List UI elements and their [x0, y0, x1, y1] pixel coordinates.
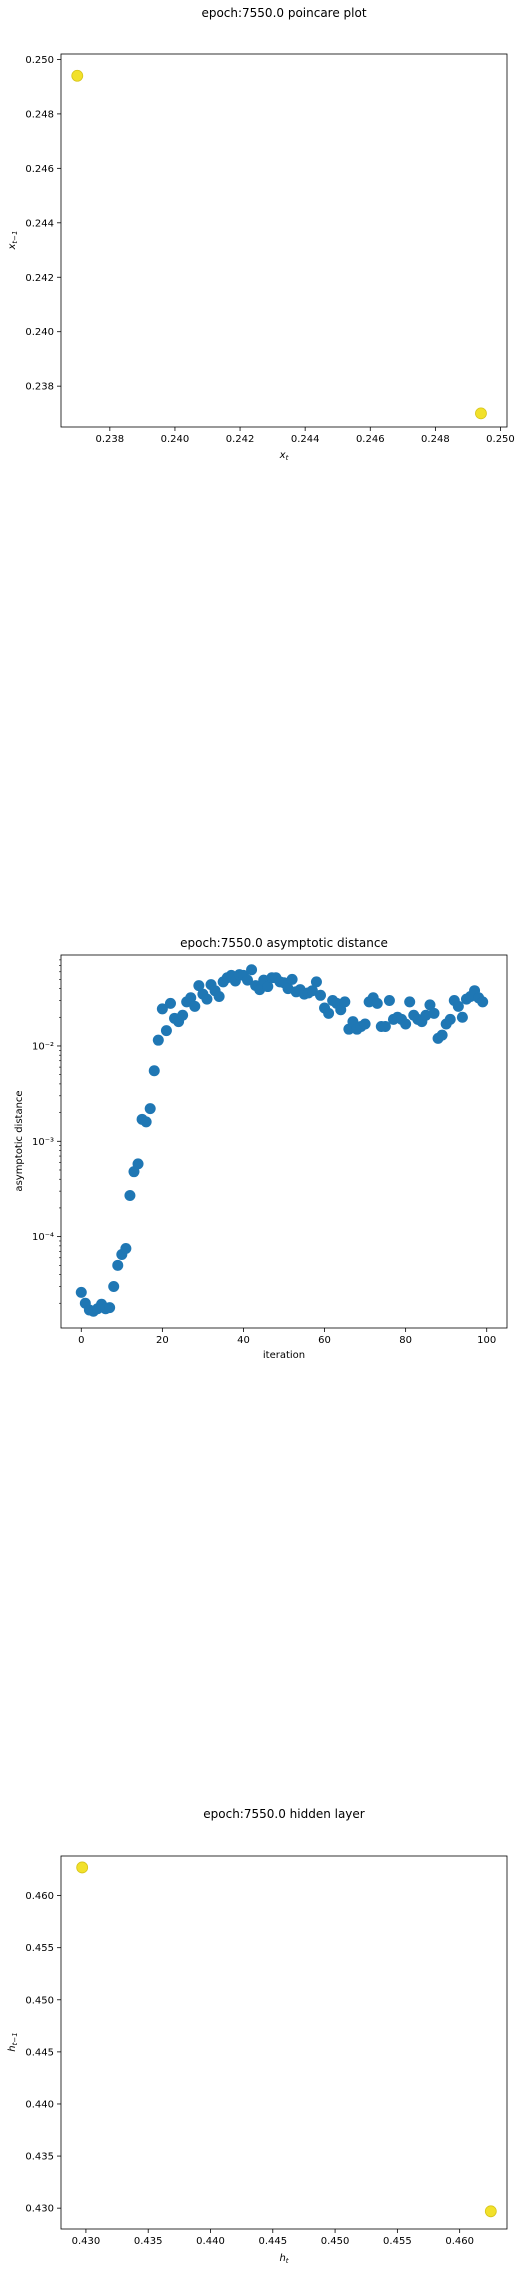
y-tick-label: 0.440	[25, 2099, 54, 2110]
scatter-point	[140, 1116, 152, 1128]
y-tick-label: 0.246	[25, 164, 54, 175]
scatter-point	[383, 994, 395, 1006]
scatter-point	[456, 1011, 468, 1023]
scatter-point	[323, 1007, 335, 1019]
x-axis-label: iteration	[263, 1350, 305, 1361]
scatter-point	[148, 1065, 160, 1077]
x-tick-label: 0.455	[383, 2236, 412, 2247]
y-tick-label: 0.435	[25, 2152, 54, 2163]
chart-title: epoch:7550.0 asymptotic distance	[180, 936, 388, 950]
y-tick-label: 0.248	[25, 109, 54, 120]
scatter-point	[371, 997, 383, 1009]
scatter-point	[213, 991, 225, 1003]
scatter-point	[152, 1034, 164, 1046]
chart-title: epoch:7550.0 poincare plot	[201, 6, 366, 20]
scatter-point	[246, 964, 258, 976]
scatter-point	[177, 1009, 189, 1021]
scatter-point	[400, 1018, 412, 1030]
x-tick-label: 0.244	[291, 434, 320, 445]
x-tick-label: 0.435	[134, 2236, 163, 2247]
scatter-point	[112, 1259, 124, 1271]
x-tick-label: 0	[78, 1335, 84, 1346]
x-tick-label: 0.240	[161, 434, 190, 445]
scatter-point	[424, 999, 436, 1011]
x-tick-label: 0.430	[72, 2236, 101, 2247]
scatter-point	[76, 1861, 89, 1874]
x-tick-label: 0.248	[421, 434, 450, 445]
y-tick-label: 0.430	[25, 2204, 54, 2215]
y-tick-label: 0.460	[25, 1891, 54, 1902]
scatter-point	[286, 973, 298, 985]
x-tick-label: 0.246	[356, 434, 385, 445]
x-tick-label: 0.460	[445, 2236, 474, 2247]
y-tick-label: 10⁻⁴	[32, 1232, 54, 1243]
plot-frame	[60, 954, 508, 1329]
scatter-point	[71, 69, 84, 82]
scatter-point	[444, 1013, 456, 1025]
y-tick-label: 0.445	[25, 2047, 54, 2058]
x-tick-label: 0.242	[226, 434, 255, 445]
scatter-point	[436, 1029, 448, 1041]
scatter-point	[201, 993, 213, 1005]
y-axis-label: asymptotic distance	[14, 1090, 25, 1191]
scatter-point	[477, 996, 489, 1008]
scatter-point	[242, 974, 254, 986]
scatter-point	[404, 996, 416, 1008]
x-tick-label: 0.238	[96, 434, 125, 445]
x-tick-label: 0.450	[321, 2236, 350, 2247]
scatter-point	[160, 1025, 172, 1037]
y-tick-label: 10⁻³	[32, 1137, 54, 1148]
y-tick-label: 0.240	[25, 327, 54, 338]
y-axis-label: ht−1	[7, 2032, 19, 2051]
scatter-point	[108, 1280, 120, 1292]
plot-frame	[60, 1855, 508, 2230]
x-tick-label: 0.440	[196, 2236, 225, 2247]
scatter-point	[306, 985, 318, 997]
scatter-point	[310, 976, 322, 988]
x-axis-label: ht	[279, 2253, 288, 2265]
scatter-point	[189, 1000, 201, 1012]
y-tick-label: 0.242	[25, 273, 54, 284]
scatter-point	[428, 1007, 440, 1019]
scatter-point	[164, 997, 176, 1009]
scatter-point	[484, 2205, 497, 2218]
chart-hidden-layer: epoch:7550.0 hidden layer 0.430 0.435 0.44…	[7, 1807, 508, 2265]
scatter-point	[339, 996, 351, 1008]
x-tick-label: 60	[318, 1335, 331, 1346]
scatter-point	[124, 1189, 136, 1201]
scatter-point	[475, 407, 487, 420]
scatter-point	[379, 1021, 391, 1033]
x-tick-label: 100	[477, 1335, 496, 1346]
scatter-point	[120, 1243, 132, 1255]
x-tick-label: 0.250	[486, 434, 515, 445]
x-tick-label: 80	[399, 1335, 412, 1346]
scatter-point	[262, 981, 274, 993]
scatter-point	[144, 1103, 156, 1115]
scatter-point	[452, 1000, 464, 1012]
scatter-point	[359, 1018, 371, 1030]
scatter-point	[132, 1158, 144, 1170]
chart-asymptotic-distance: epoch:7550.0 asymptotic distance 0 20 40 60…	[14, 936, 508, 1361]
scatter-point	[104, 1302, 116, 1314]
scatter-point	[156, 1003, 168, 1015]
chart-poincare-plot: epoch:7550.0 poincare plot 0.238 0.240 0.2…	[7, 6, 515, 462]
y-tick-label: 0.238	[25, 382, 54, 393]
y-axis-label: xt−1	[7, 231, 19, 251]
scatter-point	[75, 1286, 87, 1298]
x-tick-label: 20	[156, 1335, 169, 1346]
y-tick-label: 0.450	[25, 1995, 54, 2006]
y-tick-label: 0.455	[25, 1943, 54, 1954]
plot-frame	[60, 53, 508, 428]
scatter-point	[193, 980, 205, 992]
x-tick-label: 0.445	[258, 2236, 287, 2247]
y-tick-label: 0.244	[25, 218, 54, 229]
x-tick-label: 40	[237, 1335, 250, 1346]
scatter-point	[314, 989, 326, 1001]
x-axis-label: xt	[279, 450, 289, 462]
y-tick-label: 0.250	[25, 55, 54, 66]
scatter-point	[185, 992, 197, 1004]
chart-title: epoch:7550.0 hidden layer	[203, 1807, 365, 1821]
y-tick-label: 10⁻²	[32, 1041, 54, 1052]
